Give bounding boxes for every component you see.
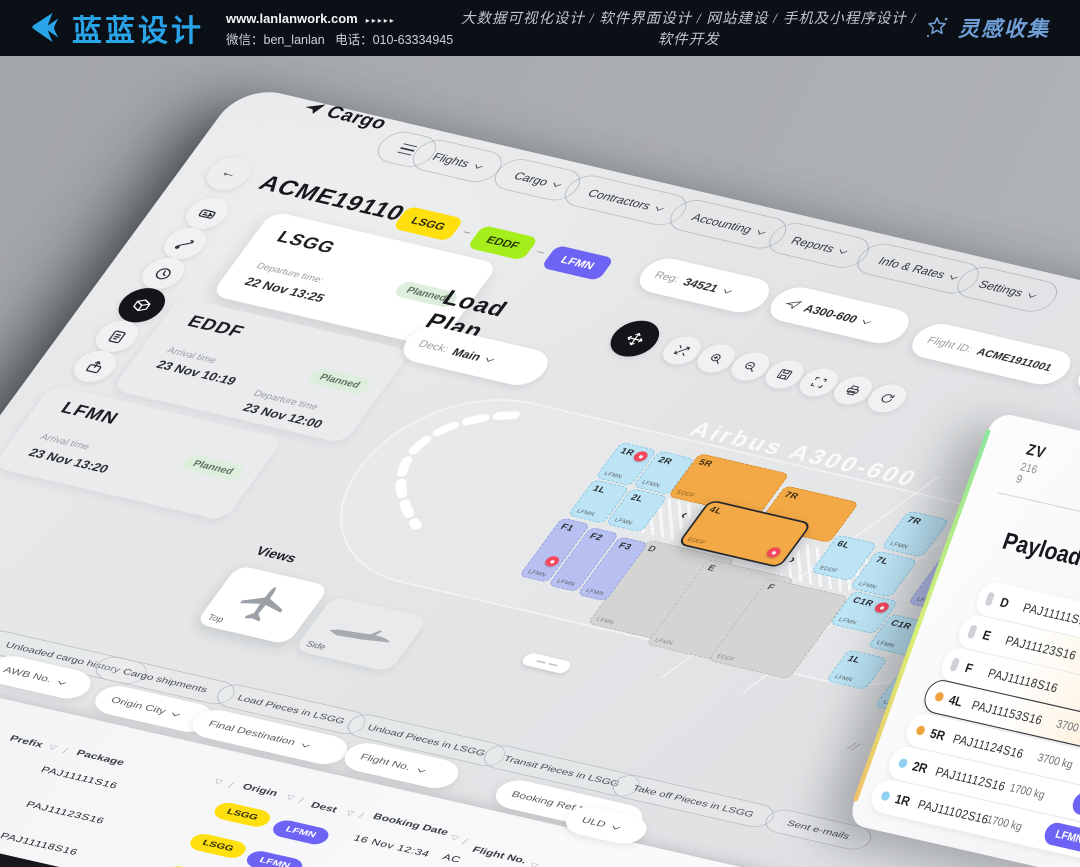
chevron-down-icon bbox=[474, 162, 483, 169]
nose-dashed-arc bbox=[395, 411, 520, 530]
chevron-down-icon bbox=[839, 247, 848, 254]
load-plan-diagram: Airbus A300-600 D LFMN E LFMN F EDDF 1R LFMN… bbox=[244, 353, 1080, 753]
view-side-button[interactable]: Side bbox=[293, 595, 429, 673]
aircraft-type-select[interactable]: A300-600 bbox=[761, 283, 918, 348]
drag-handle[interactable] bbox=[984, 591, 996, 607]
chevron-down-icon bbox=[553, 180, 562, 188]
chevron-down-icon bbox=[172, 711, 181, 717]
bottom-section: Unloaded cargo history Cargo shipments L… bbox=[0, 627, 1080, 867]
clock-icon bbox=[155, 267, 171, 279]
package-icon bbox=[133, 299, 151, 312]
zoom-in-icon bbox=[711, 354, 721, 364]
chevron-down-icon bbox=[1028, 291, 1037, 298]
app-window: Cargo Flights Cargo Contractors Accounti… bbox=[0, 60, 1080, 867]
zoom-out-icon bbox=[745, 362, 755, 372]
document-icon bbox=[108, 330, 126, 343]
expand-arrows-icon bbox=[673, 345, 691, 357]
station-color-dot bbox=[915, 725, 927, 736]
station-color-dot bbox=[879, 790, 892, 802]
lanlan-logo-icon bbox=[32, 12, 59, 43]
station-tag: LFMN bbox=[1041, 820, 1080, 854]
chevron-down-icon bbox=[723, 287, 732, 294]
toolbar-expand-button[interactable] bbox=[655, 333, 709, 368]
sidebar-unload-button[interactable] bbox=[65, 347, 124, 386]
chevron-down-icon bbox=[417, 766, 426, 773]
toolbar-refresh-button[interactable] bbox=[861, 381, 914, 416]
arrows-decoration: ▸▸▸▸▸ bbox=[365, 15, 396, 25]
status-badge: Planned bbox=[179, 453, 247, 482]
view-top-button[interactable]: Top bbox=[195, 564, 330, 645]
hamburger-icon bbox=[402, 142, 418, 148]
sidebar-route-button[interactable] bbox=[156, 224, 215, 263]
toolbar-zoom-out-button[interactable] bbox=[724, 349, 777, 384]
site-url[interactable]: www.lanlanwork.com bbox=[226, 10, 358, 26]
chevron-down-icon bbox=[486, 355, 495, 362]
sidebar-boarding-pass-button[interactable] bbox=[178, 194, 237, 233]
payload-panel: ZV 216 9 Payload D PAJ11111S16 E PAJ1112… bbox=[846, 411, 1080, 867]
wechat-label: 微信：ben_lanlan bbox=[226, 32, 325, 47]
fit-selection-icon bbox=[810, 376, 828, 389]
route-icon bbox=[174, 239, 195, 249]
plane-top-view-icon bbox=[240, 587, 283, 622]
station-color-dot bbox=[897, 757, 909, 769]
airplane-icon bbox=[784, 301, 803, 310]
station-color-dot bbox=[933, 691, 945, 703]
box-arrow-icon bbox=[85, 360, 102, 373]
refresh-icon bbox=[881, 394, 895, 403]
chevron-down-icon bbox=[950, 273, 959, 280]
printer-icon bbox=[846, 385, 860, 396]
chevron-down-icon bbox=[757, 228, 766, 235]
toolbar-print-button[interactable] bbox=[826, 373, 880, 408]
drag-handle[interactable] bbox=[949, 657, 961, 672]
status-badge: Planned bbox=[305, 367, 374, 396]
chevron-down-icon bbox=[656, 204, 664, 211]
site-banner: 蓝蓝设计 www.lanlanwork.com ▸▸▸▸▸ 微信：ben_lanl… bbox=[0, 0, 1080, 56]
phone-label: 电话：010-63334945 bbox=[335, 32, 454, 47]
app-logo: Cargo bbox=[298, 97, 392, 134]
alert-badge bbox=[542, 555, 562, 568]
plane-side-view-icon bbox=[329, 629, 390, 643]
site-logo-text: 蓝蓝设计 bbox=[72, 15, 204, 48]
toolbar-fit-button[interactable] bbox=[792, 365, 845, 400]
chevron-down-icon bbox=[612, 824, 621, 830]
airplane-icon bbox=[305, 104, 326, 114]
drag-handle[interactable] bbox=[966, 624, 978, 639]
save-icon bbox=[776, 369, 793, 380]
chevron-down-icon bbox=[302, 742, 310, 748]
sidebar-loadplan-button-active[interactable] bbox=[109, 284, 174, 327]
toolbar-zoom-in-button[interactable] bbox=[690, 341, 743, 376]
boarding-pass-icon bbox=[198, 208, 216, 219]
station-tag: LFMN bbox=[1069, 790, 1080, 824]
sidebar-documents-button[interactable] bbox=[87, 317, 146, 356]
back-arrow-icon: ← bbox=[217, 165, 241, 182]
site-logo[interactable]: 蓝蓝设计 bbox=[26, 6, 204, 50]
sidebar-history-button[interactable] bbox=[134, 254, 193, 293]
toolbar-move-button-active[interactable] bbox=[601, 316, 669, 361]
inspiration-collect[interactable]: 灵感收集 bbox=[924, 13, 1050, 43]
services-line: 大数据可视化设计 / 软件界面设计 / 网站建设 / 手机及小程序设计 / 软件… bbox=[460, 11, 917, 48]
chevron-down-icon bbox=[863, 317, 871, 325]
move-arrows-icon bbox=[627, 332, 643, 345]
contact-block: www.lanlanwork.com ▸▸▸▸▸ 微信：ben_lanlan 电话… bbox=[226, 7, 453, 50]
toolbar-save-button[interactable] bbox=[758, 357, 811, 392]
alert-badge bbox=[764, 546, 784, 559]
chevron-down-icon bbox=[58, 679, 67, 685]
sparkle-star-icon bbox=[926, 17, 948, 38]
